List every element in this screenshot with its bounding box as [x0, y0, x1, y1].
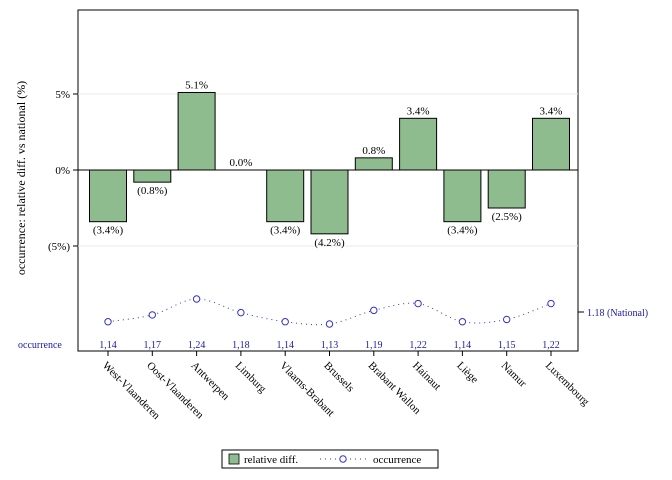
bar — [487, 169, 526, 209]
bar — [443, 169, 482, 223]
occurrence-value-label: 1,14 — [276, 340, 294, 351]
y-tick-label: 5% — [55, 89, 70, 101]
y-axis-label: occurrence: relative diff. vs national (… — [14, 81, 28, 275]
occurrence-value-label: 1,14 — [99, 340, 117, 351]
bar-data-label: 0.8% — [362, 145, 385, 157]
occurrence-value-label: 1,14 — [454, 340, 472, 351]
legend-swatch-bar — [228, 453, 240, 465]
occurrence-point — [370, 306, 378, 315]
y-ticks: 5% 0% (5%) — [48, 89, 78, 253]
y-tick-label: (5%) — [48, 241, 70, 253]
bar-data-label: (4.2%) — [314, 237, 345, 249]
x-tick-label: Limburg — [233, 360, 269, 396]
occurrence-point — [192, 295, 201, 303]
bar-data-label: (2.5%) — [492, 211, 523, 223]
occurrence-point — [414, 299, 422, 308]
bar-data-label: 5.1% — [185, 79, 208, 91]
occurrence-point — [281, 318, 289, 326]
bar-series — [89, 91, 570, 235]
bar-data-label: (3.4%) — [93, 225, 124, 237]
grid — [78, 93, 578, 247]
y-tick-label: 0% — [55, 165, 70, 177]
x-tick-label: Namur — [499, 360, 529, 390]
occurrence-series — [104, 295, 555, 328]
occurrence-value-label: 1,19 — [365, 340, 383, 351]
bar-data-label: 3.4% — [540, 105, 563, 117]
legend-swatch-marker — [339, 455, 347, 463]
x-tick-label: Luxembourg — [543, 360, 592, 409]
occurrence-value-label: 1,15 — [498, 340, 516, 351]
bar — [89, 169, 127, 223]
bar — [399, 117, 438, 171]
occurrence-point — [547, 299, 555, 308]
national-label: 1.18 (National) — [587, 308, 648, 319]
occurrence-value-label: 1,18 — [232, 340, 250, 351]
bar — [266, 169, 305, 223]
occurrence-row-label: occurrence — [18, 340, 62, 351]
bar — [133, 169, 172, 183]
legend: relative diff. occurrence — [221, 449, 439, 469]
occurrence-point — [503, 315, 511, 324]
occurrence-point — [104, 318, 112, 326]
bar — [354, 157, 393, 171]
occurrence-value-label: 1,22 — [409, 340, 427, 351]
occurrence-value-label: 1,17 — [144, 340, 162, 351]
occurrence-value-label: 1,13 — [321, 340, 339, 351]
x-tick-label: Liège — [454, 360, 480, 386]
bar-data-label: 0.0% — [229, 157, 252, 169]
x-tick-label: Antwerpen — [188, 360, 231, 403]
bar-labels: (3.4%) (0.8%) 5.1% 0.0% (3.4%) (4.2%) 0.8% 3.4%… — [93, 79, 563, 248]
bar — [177, 91, 216, 171]
bar-data-label: 3.4% — [407, 105, 430, 117]
occurrence-point — [458, 318, 467, 326]
x-tick-label: Hainaut — [410, 360, 443, 393]
occurrence-point — [325, 320, 334, 328]
x-tick-label: Brussels — [321, 360, 356, 395]
bar-data-label: (0.8%) — [137, 185, 168, 197]
occurrence-point — [237, 308, 245, 317]
occurrence-point — [148, 311, 157, 319]
bar-data-label: (3.4%) — [270, 225, 301, 237]
bar-data-label: (3.4%) — [447, 225, 478, 237]
occurrence-labels: 1,14 1,17 1,24 1,18 1,14 1,13 1,19 1,22 1,14 1,15… — [99, 340, 560, 351]
bar — [310, 169, 349, 235]
occurrence-value-label: 1,22 — [542, 340, 560, 351]
legend-label-bar: relative diff. — [244, 454, 298, 466]
occurrence-value-label: 1,24 — [188, 340, 206, 351]
bar — [532, 117, 570, 171]
legend-label-line: occurrence — [373, 454, 421, 466]
plot-frame — [77, 9, 579, 352]
